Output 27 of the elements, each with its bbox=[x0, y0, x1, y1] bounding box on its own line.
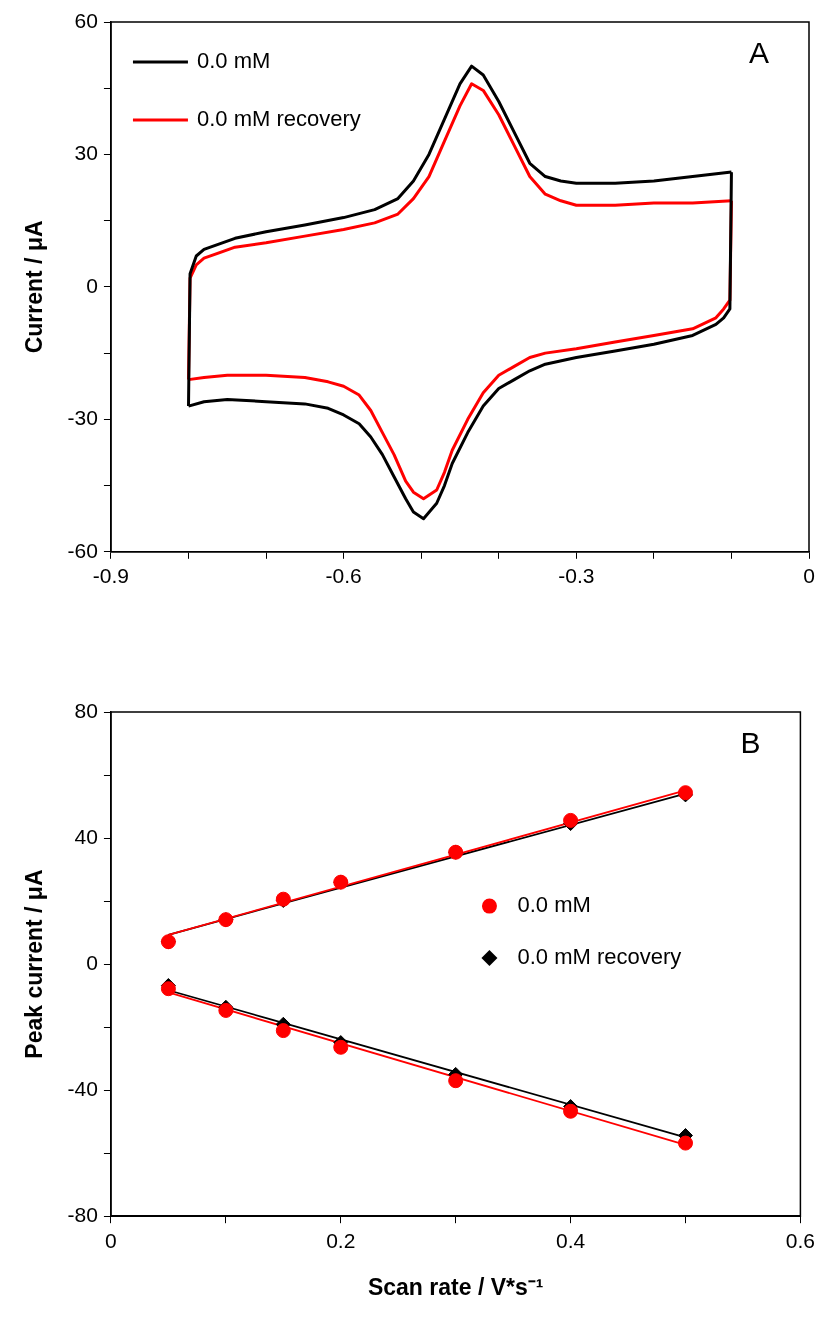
annotation: B bbox=[740, 726, 761, 760]
x-tick-label: -0.9 bbox=[92, 564, 130, 588]
x-tick-label: 0.6 bbox=[785, 1228, 816, 1252]
x-tick-label: 0.2 bbox=[326, 1228, 356, 1252]
x-tick-label: 0.4 bbox=[555, 1228, 586, 1252]
legend-label: 0.0 mM recovery bbox=[196, 106, 361, 132]
y-tick-label: -80 bbox=[67, 1203, 98, 1226]
y-tick-label: -60 bbox=[67, 538, 98, 562]
legend-label: 0.0 mM recovery bbox=[517, 944, 682, 970]
y-tick-label: -40 bbox=[67, 1076, 98, 1100]
y-tick-label: 40 bbox=[74, 824, 98, 848]
y-tick-label: -30 bbox=[67, 406, 98, 430]
x-tick-label: -0.6 bbox=[325, 564, 362, 588]
x-axis-title: Scan rate / V*s⁻¹ bbox=[367, 1273, 544, 1300]
x-tick-label: 0 bbox=[105, 1228, 117, 1252]
legend-label: 0.0 mM bbox=[517, 892, 591, 918]
y-axis-title: Current / μA bbox=[21, 220, 48, 354]
x-tick-label: -0.3 bbox=[558, 564, 595, 588]
y-axis-title: Peak current / μA bbox=[21, 869, 48, 1059]
y-tick-label: 0 bbox=[86, 273, 98, 297]
y-tick-label: 60 bbox=[74, 8, 98, 32]
x-tick-label: 0 bbox=[803, 564, 815, 588]
y-tick-label: 30 bbox=[74, 141, 98, 165]
annotation: A bbox=[748, 36, 769, 70]
y-tick-label: 80 bbox=[74, 698, 98, 722]
legend-label: 0.0 mM bbox=[196, 48, 271, 74]
y-tick-label: 0 bbox=[86, 950, 98, 974]
